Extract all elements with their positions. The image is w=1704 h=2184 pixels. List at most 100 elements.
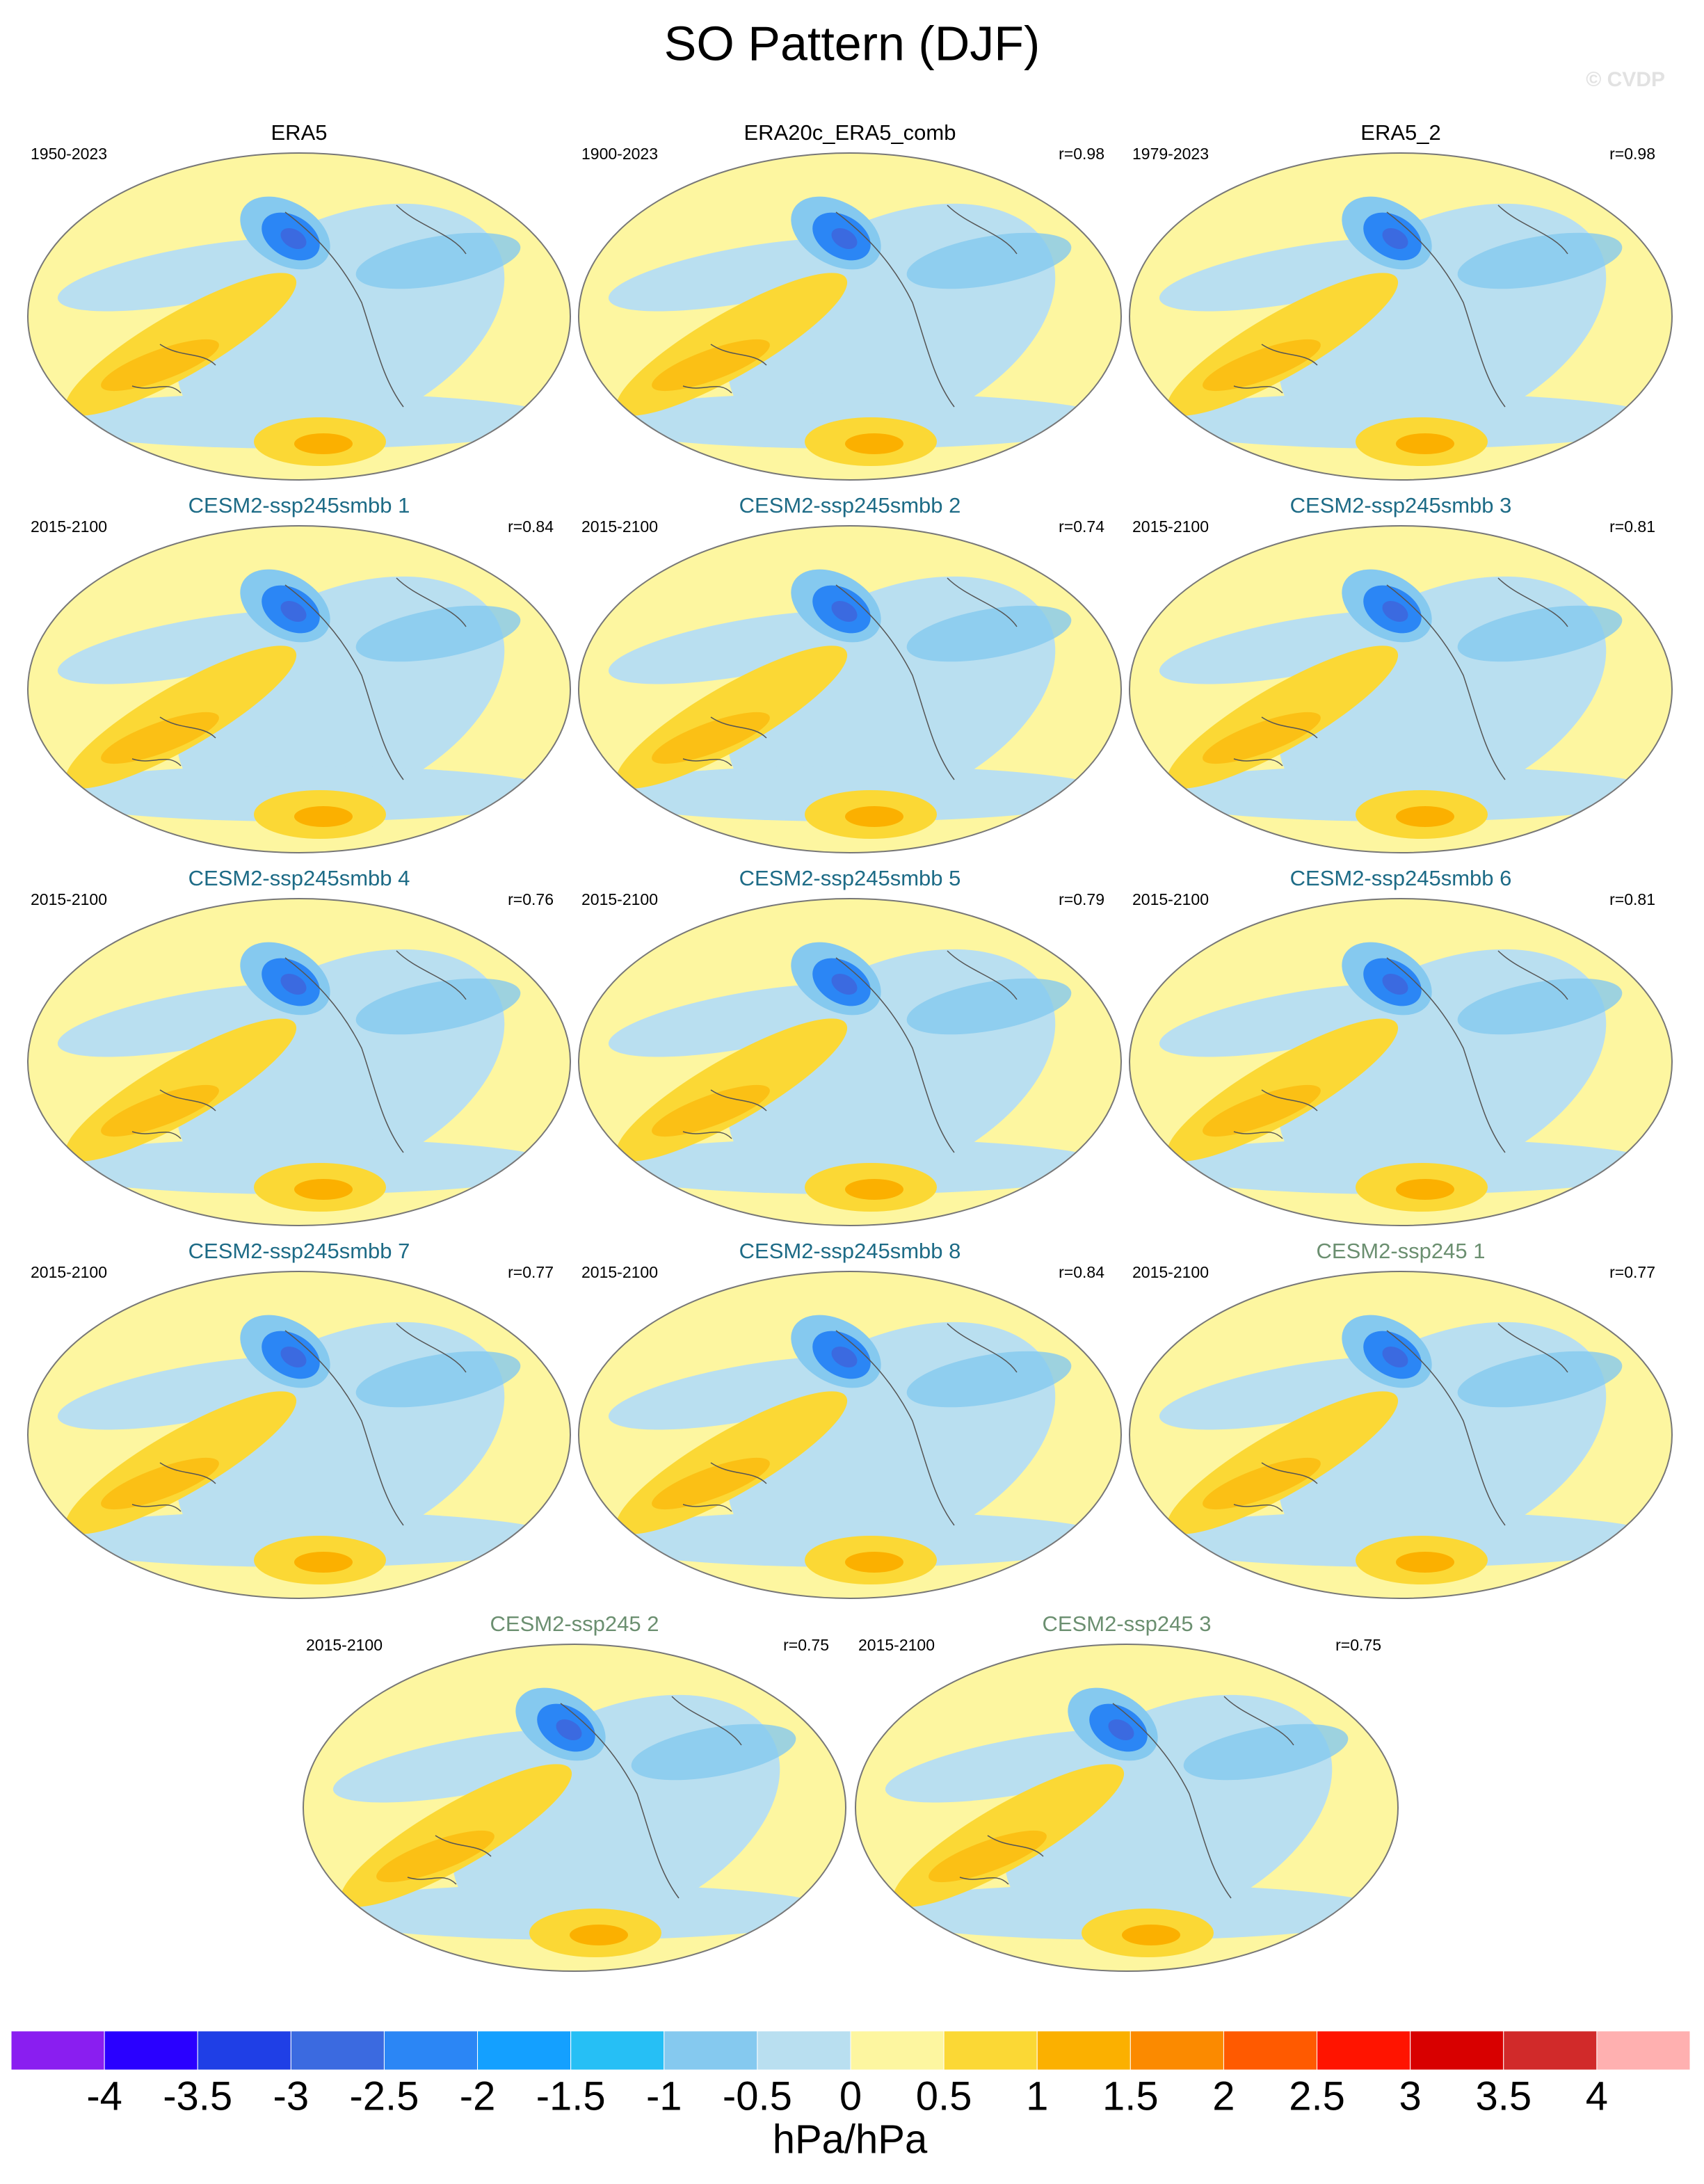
colorbar-label: 2.5	[1289, 2073, 1345, 2119]
map-panel: CESM2-ssp245 3 2015-2100 r=0.75	[849, 1612, 1405, 1982]
colorbar-box	[197, 2030, 291, 2071]
watermark: © CVDP	[1586, 68, 1665, 91]
colorbar-label: -4	[86, 2073, 122, 2119]
map	[1123, 1261, 1679, 1610]
panel-title: CESM2-ssp245smbb 7	[188, 1239, 410, 1263]
colorbar-label: 1	[1026, 2073, 1048, 2119]
colorbar-box	[943, 2030, 1038, 2071]
map-panel: CESM2-ssp245smbb 6 2015-2100 r=0.81	[1123, 866, 1679, 1237]
colorbar-unit: hPa/hPa	[773, 2117, 928, 2162]
period-label: 2015-2100	[581, 517, 658, 536]
correlation-label: r=0.98	[1059, 145, 1104, 163]
colorbar-label: 4	[1586, 2073, 1608, 2119]
colorbar-box	[383, 2030, 479, 2071]
map-panel: CESM2-ssp245smbb 3 2015-2100 r=0.81	[1123, 493, 1679, 864]
colorbar-label: 3.5	[1475, 2073, 1532, 2119]
correlation-label: r=0.75	[1335, 1636, 1381, 1654]
colorbar-box	[757, 2030, 851, 2071]
colorbar-box	[1596, 2030, 1691, 2071]
map	[21, 1261, 577, 1610]
correlation-label: r=0.76	[508, 890, 554, 908]
correlation-label: r=0.84	[508, 517, 554, 536]
colorbar-label: -2.5	[349, 2073, 419, 2119]
map	[849, 1634, 1405, 1983]
panel-title: CESM2-ssp245 1	[1317, 1239, 1486, 1263]
period-label: 2015-2100	[1132, 517, 1209, 536]
panel-title: CESM2-ssp245smbb 4	[188, 866, 410, 890]
correlation-label: r=0.84	[1059, 1263, 1104, 1281]
panel-title: CESM2-ssp245smbb 5	[739, 866, 961, 890]
period-label: 2015-2100	[1132, 890, 1209, 908]
correlation-label: r=0.98	[1609, 145, 1655, 163]
panel-title: CESM2-ssp245smbb 1	[188, 493, 410, 517]
correlation-label: r=0.77	[508, 1263, 554, 1281]
colorbar-label: -3	[273, 2073, 310, 2119]
colorbar-box	[1317, 2030, 1411, 2071]
panel-title: CESM2-ssp245smbb 3	[1290, 493, 1512, 517]
map-panel: ERA20c_ERA5_comb 1900-2023 r=0.98	[572, 120, 1128, 491]
colorbar-box	[570, 2030, 665, 2071]
colorbar-label: 3	[1399, 2073, 1422, 2119]
correlation-label: r=0.74	[1059, 517, 1104, 536]
period-label: 2015-2100	[31, 517, 107, 536]
map	[21, 143, 577, 492]
map	[572, 143, 1128, 492]
colorbar-label: 0.5	[916, 2073, 972, 2119]
map-panel: CESM2-ssp245smbb 8 2015-2100 r=0.84	[572, 1239, 1128, 1609]
panel-title: CESM2-ssp245smbb 2	[739, 493, 961, 517]
period-label: 2015-2100	[31, 890, 107, 908]
colorbar-label: -2	[460, 2073, 496, 2119]
map-panel: ERA5_2 1979-2023 r=0.98	[1123, 120, 1679, 491]
colorbar-box	[1503, 2030, 1598, 2071]
colorbar-label: 0	[839, 2073, 862, 2119]
period-label: 2015-2100	[306, 1636, 383, 1654]
colorbar-label: -1	[646, 2073, 682, 2119]
correlation-label: r=0.81	[1609, 517, 1655, 536]
period-label: 2015-2100	[858, 1636, 935, 1654]
colorbar-label: 2	[1212, 2073, 1235, 2119]
colorbar-box	[477, 2030, 572, 2071]
map	[1123, 888, 1679, 1237]
map-panel: CESM2-ssp245 1 2015-2100 r=0.77	[1123, 1239, 1679, 1609]
panel-title: CESM2-ssp245 3	[1043, 1612, 1212, 1636]
map-panel: CESM2-ssp245smbb 2 2015-2100 r=0.74	[572, 493, 1128, 864]
figure-title: SO Pattern (DJF)	[664, 16, 1040, 70]
period-label: 1900-2023	[581, 145, 658, 163]
colorbar-box	[664, 2030, 758, 2071]
colorbar-box	[104, 2030, 198, 2071]
map-panel: CESM2-ssp245smbb 4 2015-2100 r=0.76	[21, 866, 577, 1237]
map	[1123, 143, 1679, 492]
period-label: 2015-2100	[31, 1263, 107, 1281]
map	[572, 1261, 1128, 1610]
colorbar-label: -1.5	[536, 2073, 606, 2119]
period-label: 1950-2023	[31, 145, 107, 163]
map	[21, 515, 577, 865]
panel-title: CESM2-ssp245smbb 6	[1290, 866, 1512, 890]
map	[572, 888, 1128, 1237]
colorbar-label: -0.5	[723, 2073, 792, 2119]
map	[21, 888, 577, 1237]
correlation-label: r=0.79	[1059, 890, 1104, 908]
period-label: 2015-2100	[1132, 1263, 1209, 1281]
colorbar-box	[290, 2030, 385, 2071]
panel-title: ERA5_2	[1360, 120, 1440, 145]
colorbar-box	[1223, 2030, 1318, 2071]
panel-title: CESM2-ssp245smbb 8	[739, 1239, 961, 1263]
map-panel: CESM2-ssp245smbb 1 2015-2100 r=0.84	[21, 493, 577, 864]
colorbar-label: -3.5	[163, 2073, 232, 2119]
correlation-label: r=0.81	[1609, 890, 1655, 908]
colorbar-box	[1410, 2030, 1504, 2071]
map-panel: ERA5 1950-2023	[21, 120, 577, 491]
panel-title: ERA20c_ERA5_comb	[744, 120, 956, 145]
colorbar-label: 1.5	[1102, 2073, 1159, 2119]
map	[296, 1634, 853, 1983]
colorbar-box	[10, 2030, 105, 2071]
period-label: 1979-2023	[1132, 145, 1209, 163]
period-label: 2015-2100	[581, 890, 658, 908]
map-panel: CESM2-ssp245smbb 7 2015-2100 r=0.77	[21, 1239, 577, 1609]
colorbar-box	[1130, 2030, 1224, 2071]
map	[572, 515, 1128, 865]
correlation-label: r=0.75	[783, 1636, 829, 1654]
correlation-label: r=0.77	[1609, 1263, 1655, 1281]
